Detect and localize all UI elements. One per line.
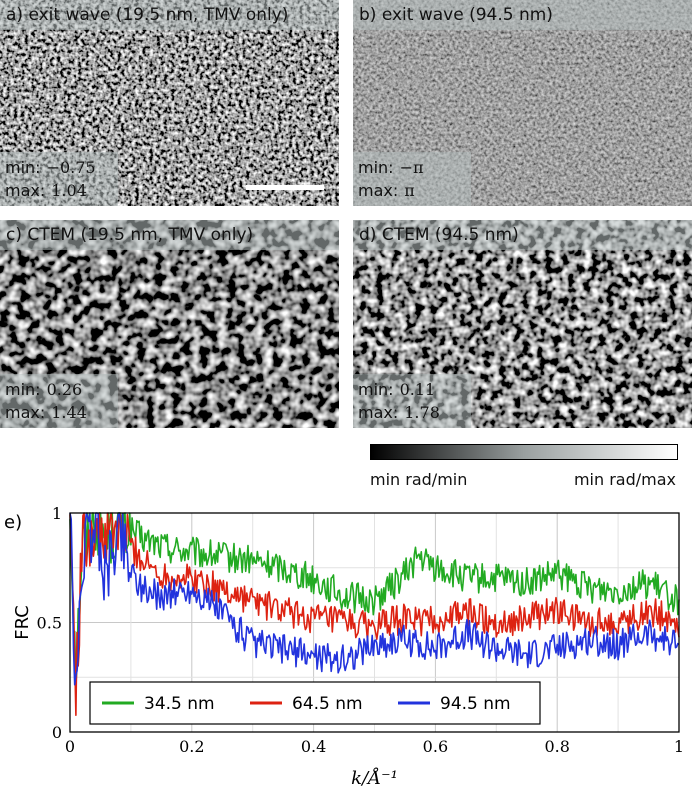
legend-entry: 94.5 nm (440, 694, 511, 714)
min-value: 0.26 (46, 380, 83, 399)
panel-label: e) (4, 512, 22, 533)
min-label: min: (358, 158, 394, 177)
min-value: −0.75 (46, 158, 96, 177)
panel-minmax-box: min: −0.75 max: 1.04 (0, 152, 118, 206)
min-label: min: (5, 380, 41, 399)
colorbar-left-label: min rad/min (370, 470, 468, 489)
colorbar (370, 444, 678, 460)
min-label: min: (5, 158, 41, 177)
x-tick-label: 0.8 (544, 737, 569, 756)
panel-minmax-box: min: 0.11 max: 1.78 (353, 374, 471, 428)
max-value: π (404, 181, 415, 200)
x-tick-label: 1 (674, 737, 684, 756)
x-axis-label: k/Å⁻¹ (351, 767, 398, 789)
panel-b-exit-wave-image: b) exit wave (94.5 nm) min: −π max: π (353, 0, 692, 206)
panel-c-ctem-image: c) CTEM (19.5 nm, TMV only) min: 0.26 max… (0, 220, 339, 428)
x-tick-label: 0.6 (423, 737, 448, 756)
min-value: 0.11 (399, 380, 436, 399)
frc-series-line (69, 512, 680, 716)
x-tick-label: 0.4 (301, 737, 326, 756)
panel-minmax-box: min: 0.26 max: 1.44 (0, 374, 118, 428)
y-tick-label: 1 (52, 504, 62, 523)
panel-a-exit-wave-image: a) exit wave (19.5 nm, TMV only) min: −0.… (0, 0, 339, 206)
frc-series-line (69, 512, 680, 686)
min-label: min: (358, 380, 394, 399)
panel-title: a) exit wave (19.5 nm, TMV only) (0, 0, 339, 30)
panel-title: d) CTEM (94.5 nm) (353, 220, 692, 250)
frc-chart: 0 0.2 0.4 0.6 0.8 1 0 0.5 1 k/Å⁻¹ FRC e) 34.5 nm 64.5… (4, 504, 684, 789)
max-label: max: (358, 403, 399, 422)
panel-title: c) CTEM (19.5 nm, TMV only) (0, 220, 339, 250)
min-value: −π (399, 158, 424, 177)
legend-box (89, 681, 541, 725)
max-label: max: (5, 181, 46, 200)
max-label: max: (358, 181, 399, 200)
plot-frame (69, 512, 680, 733)
max-label: max: (5, 403, 46, 422)
y-axis-label: FRC (12, 605, 33, 640)
colorbar-right-label: min rad/max (573, 470, 676, 489)
max-value: 1.04 (51, 181, 87, 200)
scale-bar (246, 185, 324, 190)
legend-entry: 34.5 nm (144, 694, 215, 714)
max-value: 1.78 (404, 403, 440, 422)
legend-entry: 64.5 nm (292, 694, 363, 714)
y-tick-label: 0 (52, 723, 62, 742)
frc-series-line (69, 512, 680, 686)
y-tick-label: 0.5 (37, 614, 62, 633)
x-tick-label: 0 (65, 737, 75, 756)
max-value: 1.44 (51, 403, 87, 422)
panel-title: b) exit wave (94.5 nm) (353, 0, 692, 30)
panel-d-ctem-image: d) CTEM (94.5 nm) min: 0.11 max: 1.78 (353, 220, 692, 428)
x-tick-label: 0.2 (179, 737, 204, 756)
panel-minmax-box: min: −π max: π (353, 152, 471, 206)
